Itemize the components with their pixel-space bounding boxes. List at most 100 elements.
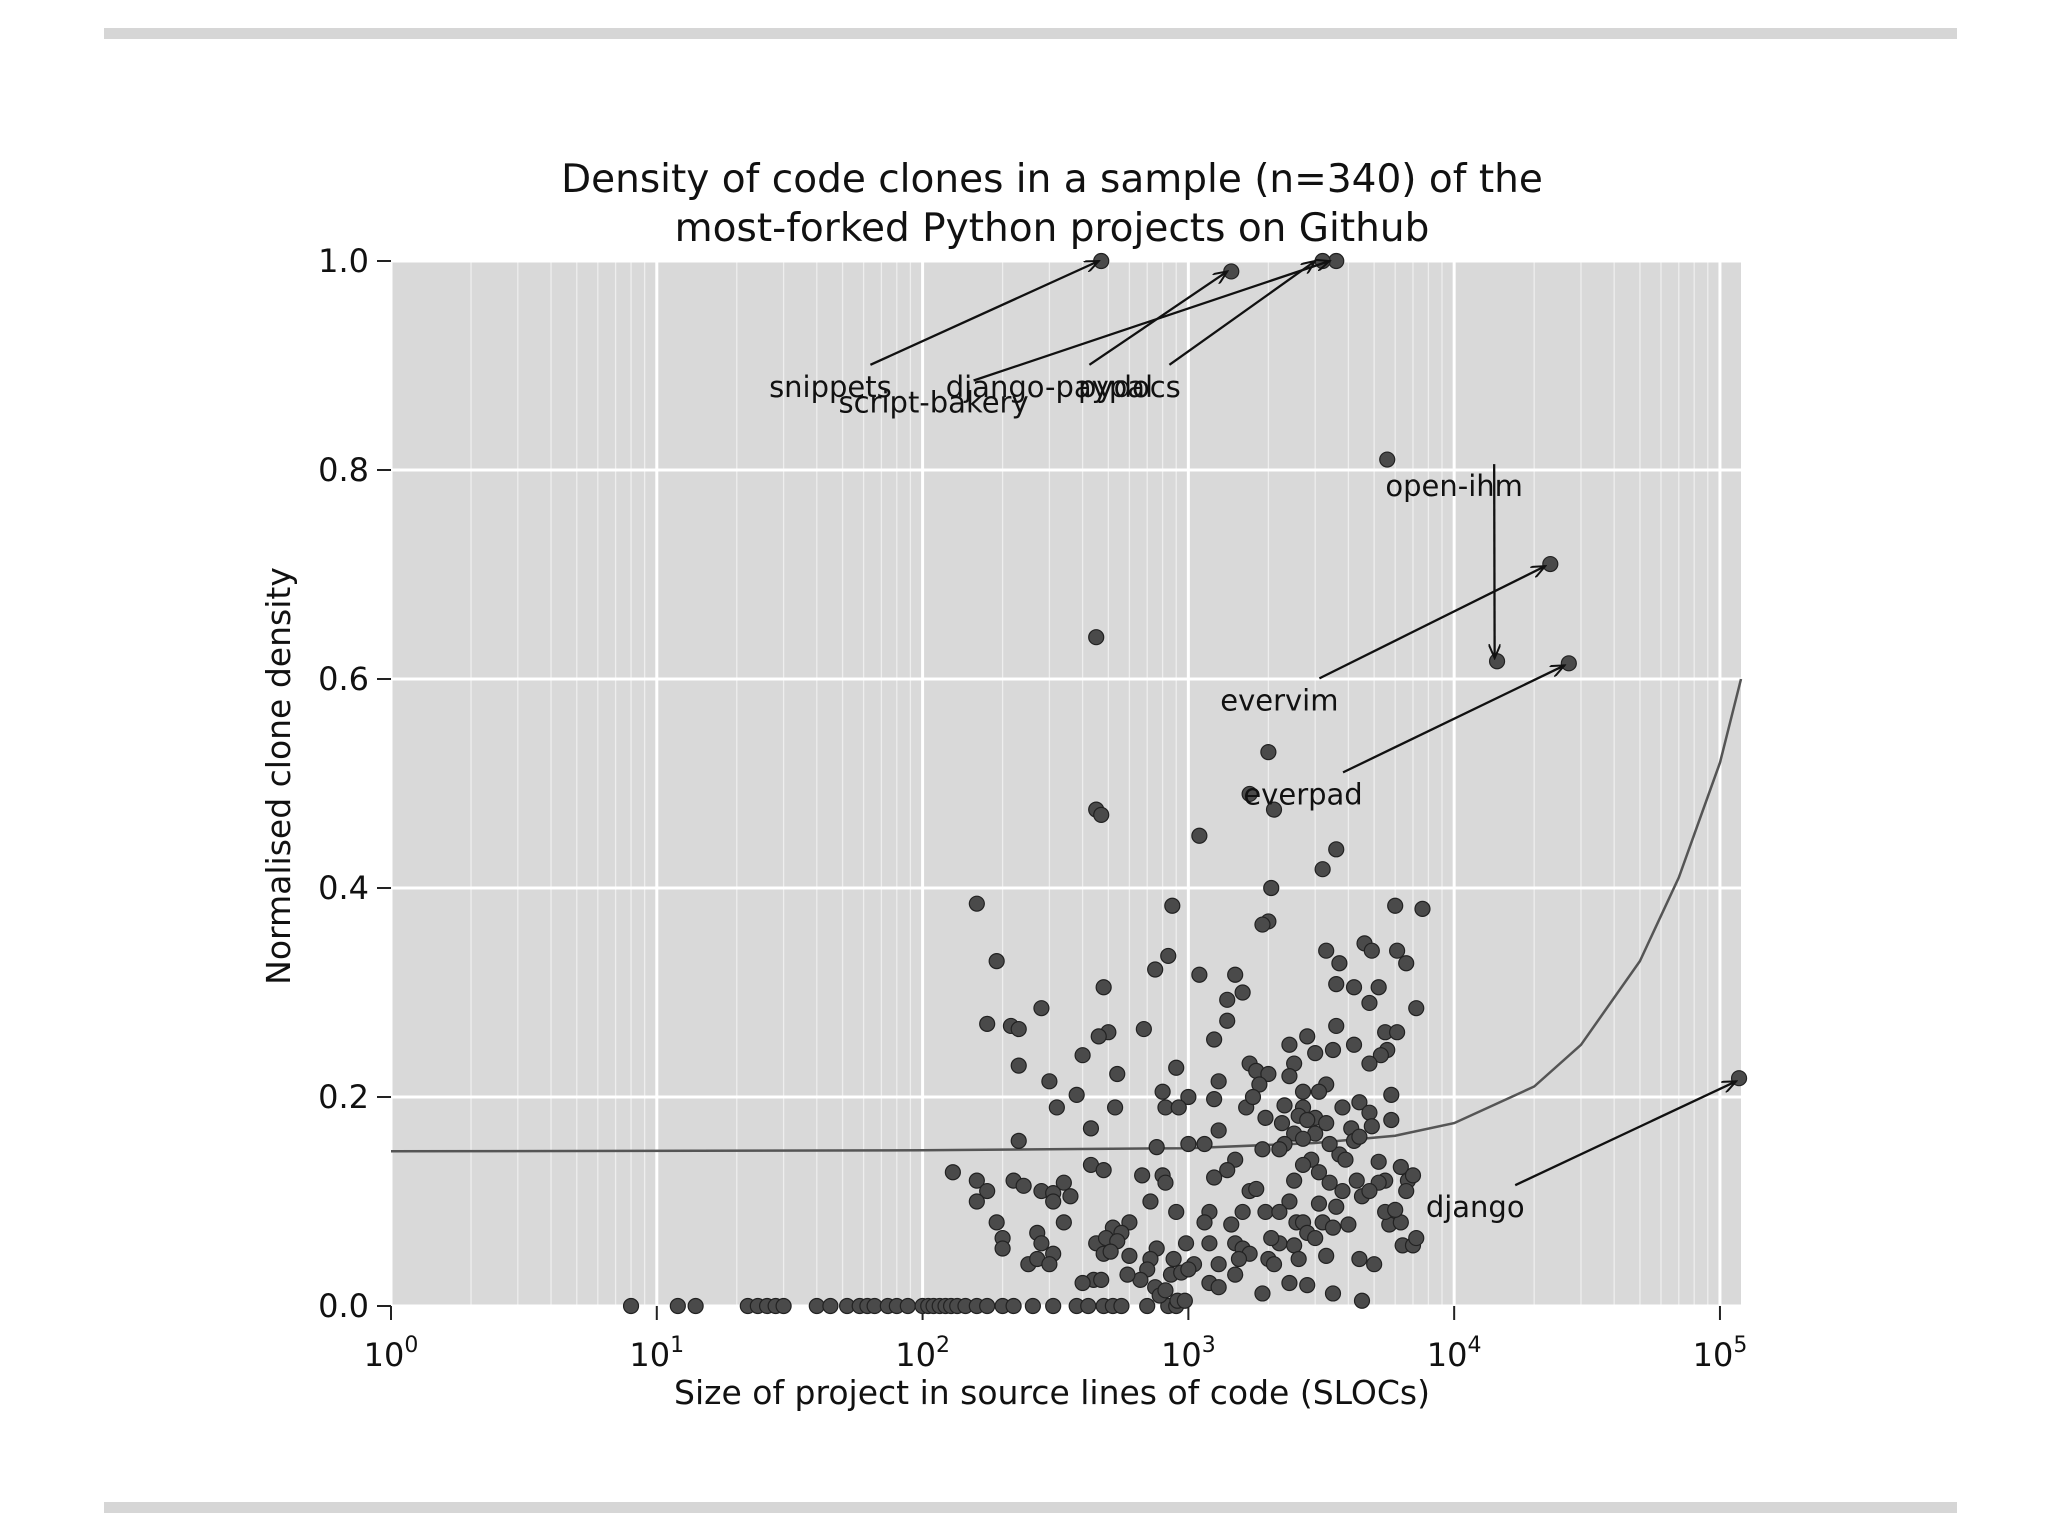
data-point: [1254, 1141, 1271, 1158]
tick-labels: 0.0 0.2 0.4 0.6 0.8 1.0 100 101 102 103 104 105: [318, 242, 1747, 1374]
data-point: [1090, 1028, 1107, 1045]
y-tick-label: 0.0: [318, 1287, 369, 1325]
data-point: [1383, 1086, 1400, 1104]
data-point: [1170, 1099, 1187, 1116]
data-point: [1408, 1229, 1425, 1247]
x-tick-label: 101: [629, 1333, 684, 1374]
data-point: [1321, 1174, 1338, 1191]
data-point: [1334, 1182, 1351, 1200]
data-point: [1257, 1109, 1274, 1127]
data-point: [1307, 1229, 1324, 1247]
data-point: [988, 953, 1005, 970]
data-point: [1328, 841, 1345, 858]
data-point: [1062, 1188, 1079, 1205]
data-point: [1191, 966, 1208, 983]
minor-grid: [470, 261, 1709, 1306]
annotation-label: evervim: [1220, 683, 1338, 717]
data-point: [1157, 1282, 1174, 1299]
data-point: [1361, 1104, 1378, 1121]
bottom-divider: [104, 1502, 1957, 1513]
data-point: [1321, 1135, 1338, 1153]
data-point: [1041, 1256, 1058, 1273]
data-point: [1345, 1036, 1363, 1053]
data-point: [1254, 1285, 1271, 1302]
data-point: [1210, 1279, 1227, 1296]
annotation-label: open-ihm: [1385, 469, 1523, 503]
data-point: [1223, 1216, 1240, 1233]
data-point: [1314, 861, 1331, 878]
data-point: [1398, 1182, 1415, 1200]
data-point: [1210, 1256, 1227, 1273]
fit-curve: [390, 678, 1743, 1153]
data-point: [669, 1297, 686, 1315]
data-point: [1318, 1247, 1335, 1264]
data-point: [1191, 827, 1208, 844]
data-point: [1093, 806, 1110, 823]
data-point: [1147, 961, 1164, 978]
data-point: [1363, 1118, 1380, 1135]
data-point: [1010, 1132, 1027, 1149]
data-point: [979, 1015, 996, 1032]
data-point: [1093, 1271, 1110, 1288]
data-point: [1015, 1177, 1032, 1194]
data-point: [1387, 1201, 1404, 1218]
data-point: [1299, 1276, 1316, 1294]
annotation-label: django: [1426, 1190, 1525, 1224]
data-point: [1048, 1099, 1065, 1116]
data-point: [1294, 1156, 1312, 1174]
data-point: [1310, 1164, 1328, 1181]
data-point: [1135, 1020, 1152, 1038]
data-point: [1273, 1115, 1291, 1132]
data-point: [1414, 900, 1431, 918]
y-axis-title: Normalised clone density: [259, 567, 298, 985]
data-point: [1294, 1130, 1312, 1147]
data-point: [968, 1172, 985, 1189]
data-point: [1286, 1237, 1303, 1254]
annotation-arrow: [1342, 665, 1564, 774]
data-point: [1244, 1088, 1262, 1106]
data-point: [1404, 1167, 1422, 1184]
data-point: [1180, 1261, 1197, 1278]
y-tick-label: 0.2: [318, 1078, 369, 1116]
data-point: [1263, 1229, 1280, 1247]
chart-title-line-1: Density of code clones in a sample (n=34…: [561, 157, 1543, 202]
data-point: [1196, 1214, 1213, 1231]
data-point: [1121, 1247, 1138, 1264]
data-point: [1318, 942, 1335, 959]
data-point: [1010, 1020, 1027, 1038]
data-point: [1176, 1292, 1193, 1309]
data-point: [1389, 1024, 1406, 1041]
data-point: [1265, 1256, 1283, 1273]
data-point: [1328, 976, 1345, 993]
data-point: [1139, 1297, 1156, 1315]
data-point: [1299, 1028, 1316, 1045]
x-tick-label: 103: [1161, 1333, 1216, 1374]
data-point: [1318, 1115, 1335, 1132]
data-point: [1353, 1292, 1371, 1309]
data-point: [1389, 942, 1406, 959]
data-point: [1387, 897, 1404, 914]
data-point: [1361, 994, 1378, 1012]
data-point: [968, 1193, 985, 1210]
data-point: [1102, 1243, 1119, 1260]
data-point: [1281, 1274, 1298, 1292]
data-point: [1005, 1297, 1022, 1315]
data-point: [1148, 1139, 1165, 1156]
data-point: [1281, 1036, 1298, 1053]
data-point: [1265, 801, 1283, 818]
data-point: [1109, 1065, 1126, 1083]
data-point: [1361, 1055, 1378, 1072]
data-point: [1074, 1274, 1091, 1292]
data-point: [1370, 979, 1387, 996]
data-point: [1372, 1047, 1389, 1064]
data-point: [1294, 1083, 1312, 1100]
data-point: [1234, 984, 1251, 1001]
data-point: [1271, 1141, 1288, 1158]
data-point: [1206, 1169, 1223, 1186]
data-point: [1310, 1083, 1328, 1100]
x-tick-label: 104: [1427, 1333, 1482, 1374]
data-point: [1230, 1250, 1248, 1268]
data-point: [1196, 1135, 1213, 1153]
data-point: [1331, 955, 1348, 972]
